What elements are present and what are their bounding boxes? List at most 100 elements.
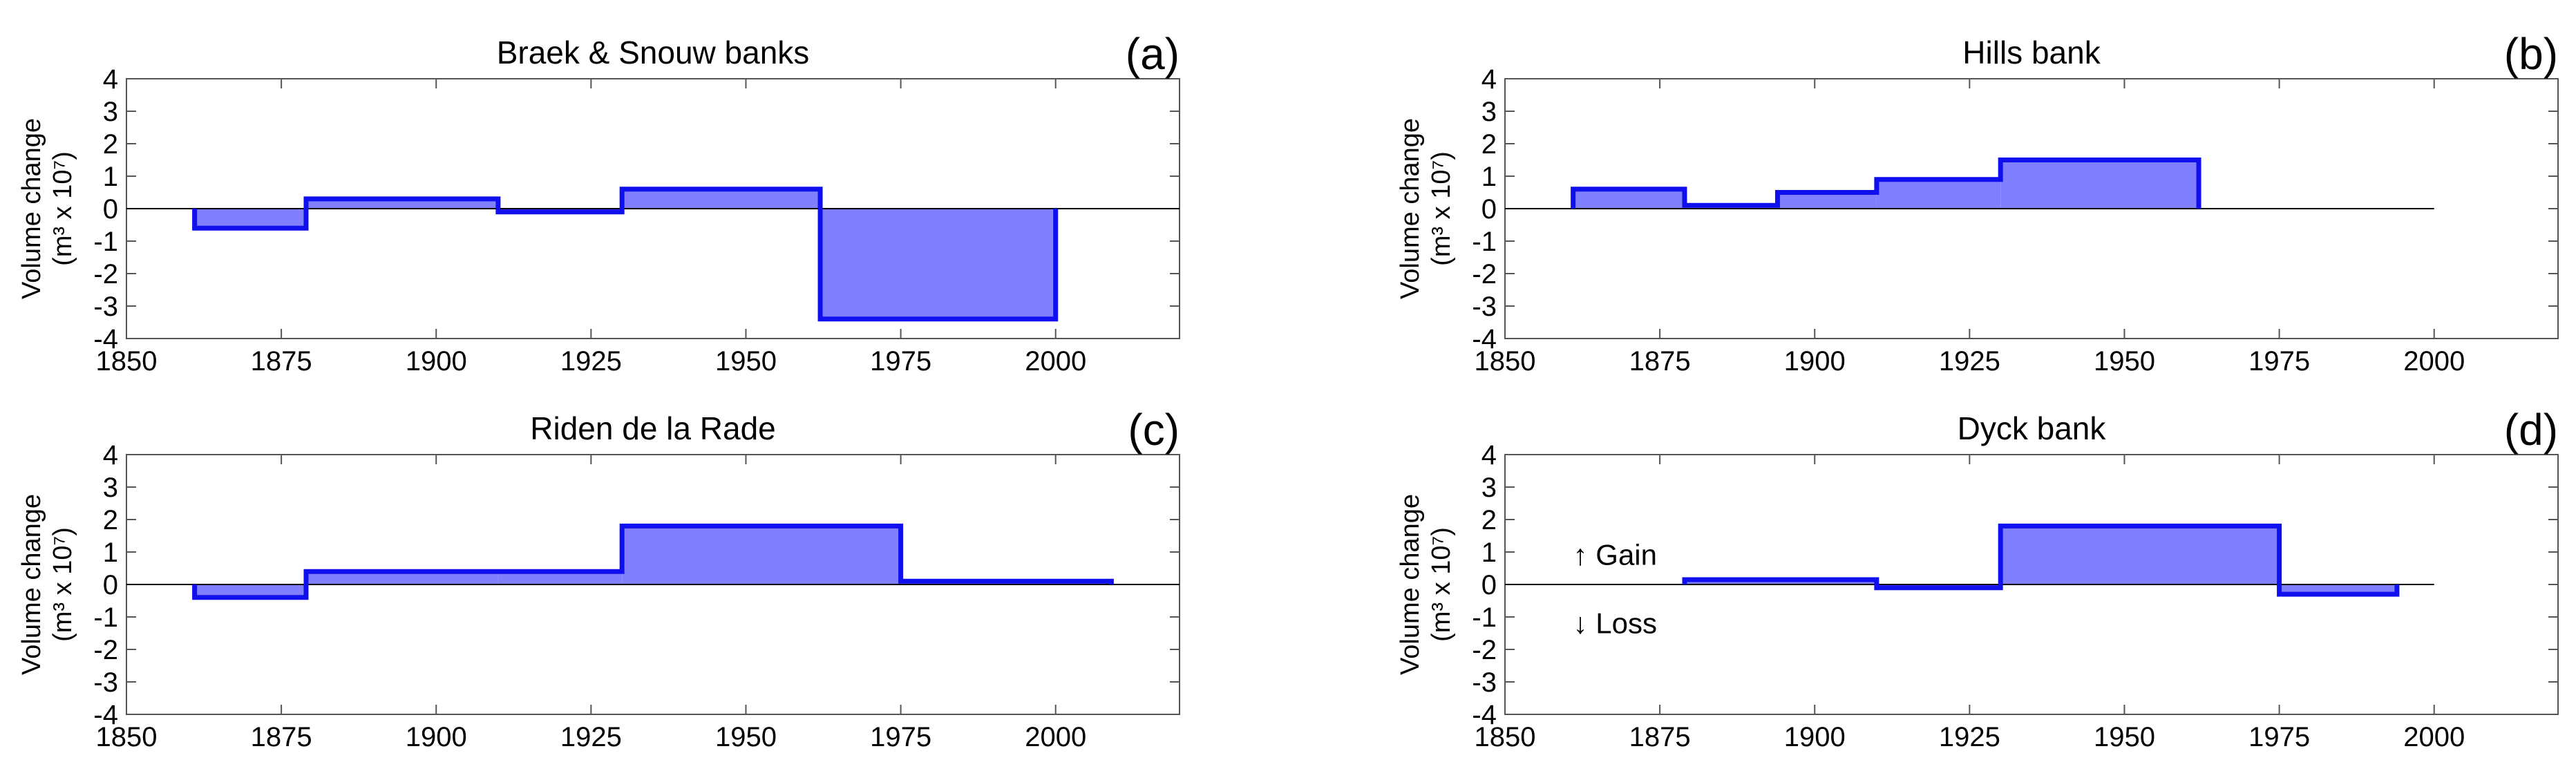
series-outline <box>1682 523 2400 597</box>
x-tick-label: 1950 <box>2094 346 2155 377</box>
x-tick-label: 1975 <box>2248 722 2310 752</box>
bar <box>1573 189 1685 209</box>
y-tick-label: -1 <box>93 602 118 633</box>
y-tick-label: 1 <box>1481 162 1497 192</box>
panel-label: (c) <box>1128 405 1180 455</box>
x-tick-label: 2000 <box>1025 346 1086 377</box>
bar <box>2279 584 2397 595</box>
y-tick-label: -2 <box>93 259 118 289</box>
bar <box>1684 579 1877 584</box>
bar <box>194 584 306 598</box>
y-tick-label: 4 <box>103 64 118 95</box>
series-outline <box>192 187 1059 322</box>
chart-title: Riden de la Rade <box>530 410 775 446</box>
x-tick-label: 1850 <box>96 346 158 377</box>
x-tick-label: 1850 <box>1475 722 1536 752</box>
y-tick-label: -2 <box>1472 259 1497 289</box>
y-axis-unit-label: (m³ x 10⁷) <box>1427 151 1456 266</box>
y-tick-label: -1 <box>1472 227 1497 257</box>
x-tick-label: 1950 <box>715 346 777 377</box>
y-tick-label: 1 <box>103 162 118 192</box>
panel-label: (d) <box>2504 405 2558 455</box>
x-tick-label: 1900 <box>1784 722 1846 752</box>
x-tick-label: 1850 <box>96 722 158 752</box>
x-tick-label: 1925 <box>1939 346 2000 377</box>
x-tick-label: 1875 <box>1629 346 1691 377</box>
x-tick-label: 1950 <box>2094 722 2155 752</box>
bar <box>194 209 306 229</box>
x-tick-label: 1900 <box>406 722 467 752</box>
y-axis-label: Volume change <box>17 118 46 299</box>
x-tick-label: 1925 <box>560 346 622 377</box>
x-tick-label: 1975 <box>870 722 931 752</box>
y-tick-label: -4 <box>93 700 118 730</box>
y-axis-unit-label: (m³ x 10⁷) <box>1427 527 1456 642</box>
bar <box>622 189 821 209</box>
y-tick-label: 3 <box>103 97 118 127</box>
y-tick-label: -2 <box>1472 635 1497 665</box>
bar <box>1876 179 2001 209</box>
y-tick-label: 2 <box>1481 505 1497 535</box>
y-tick-label: 0 <box>103 194 118 225</box>
y-tick-label: -3 <box>93 292 118 322</box>
y-tick-label: 3 <box>103 473 118 503</box>
y-tick-label: 1 <box>103 538 118 568</box>
y-tick-label: -4 <box>1472 700 1497 730</box>
y-axis-label: Volume change <box>1396 118 1425 299</box>
x-tick-label: 1900 <box>1784 346 1846 377</box>
y-axis-unit-label: (m³ x 10⁷) <box>48 151 77 266</box>
bar <box>498 571 623 584</box>
x-tick-label: 2000 <box>2403 346 2465 377</box>
bar <box>305 571 498 584</box>
chart-title: Hills bank <box>1962 35 2101 70</box>
panel-label: (a) <box>1126 29 1180 79</box>
y-tick-label: 0 <box>1481 570 1497 600</box>
chart-title: Braek & Snouw banks <box>497 35 810 70</box>
bar <box>1777 192 1877 209</box>
y-tick-label: 4 <box>1481 64 1497 95</box>
x-tick-label: 1875 <box>251 346 312 377</box>
y-tick-label: -3 <box>1472 292 1497 322</box>
bar <box>2000 526 2280 584</box>
x-tick-label: 1875 <box>251 722 312 752</box>
series-outline <box>1571 158 2201 209</box>
x-tick-label: 1925 <box>560 722 622 752</box>
series-outline <box>192 523 1114 600</box>
y-tick-label: 2 <box>103 505 118 535</box>
y-tick-label: 0 <box>1481 194 1497 225</box>
y-tick-label: 3 <box>1481 97 1497 127</box>
annotation: ↓ Loss <box>1573 607 1657 639</box>
bar <box>820 209 1056 319</box>
x-tick-label: 1900 <box>406 346 467 377</box>
y-tick-label: -3 <box>93 667 118 698</box>
y-tick-label: -1 <box>93 227 118 257</box>
x-tick-label: 2000 <box>2403 722 2465 752</box>
x-tick-label: 1925 <box>1939 722 2000 752</box>
bar <box>305 198 498 209</box>
panel-label: (b) <box>2504 29 2558 79</box>
y-tick-label: 4 <box>1481 440 1497 470</box>
y-tick-label: -2 <box>93 635 118 665</box>
x-tick-label: 1950 <box>715 722 777 752</box>
x-tick-label: 2000 <box>1025 722 1086 752</box>
bar <box>622 526 901 584</box>
y-tick-label: 3 <box>1481 473 1497 503</box>
y-axis-label: Volume change <box>17 494 46 675</box>
y-tick-label: -1 <box>1472 602 1497 633</box>
chart-title: Dyck bank <box>1958 410 2107 446</box>
y-tick-label: -4 <box>1472 324 1497 354</box>
y-tick-label: 2 <box>103 129 118 160</box>
y-tick-label: 4 <box>103 440 118 470</box>
x-tick-label: 1975 <box>870 346 931 377</box>
y-tick-label: 2 <box>1481 129 1497 160</box>
y-tick-label: -3 <box>1472 667 1497 698</box>
annotation: ↑ Gain <box>1573 539 1657 571</box>
x-tick-label: 1850 <box>1475 346 1536 377</box>
y-tick-label: -4 <box>93 324 118 354</box>
bar <box>2000 160 2199 209</box>
y-tick-label: 1 <box>1481 538 1497 568</box>
